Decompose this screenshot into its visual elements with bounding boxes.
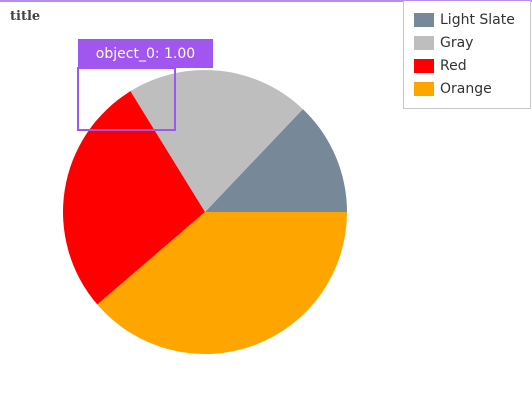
top-rule bbox=[0, 0, 532, 2]
legend-item-orange: Orange bbox=[414, 80, 492, 98]
pie-slice-orange bbox=[97, 212, 347, 355]
pie-slices bbox=[63, 70, 347, 355]
legend-swatch bbox=[414, 36, 434, 50]
legend-label: Orange bbox=[440, 81, 492, 97]
annotation-label: object_0: 1.00 bbox=[78, 39, 213, 68]
chart-title: title bbox=[10, 9, 41, 24]
pie-slice-light-slate bbox=[205, 109, 347, 212]
chart-legend: Light Slate Gray Red Orange bbox=[403, 1, 531, 109]
legend-item-light-slate: Light Slate bbox=[414, 11, 515, 29]
legend-item-red: Red bbox=[414, 57, 467, 75]
legend-label: Red bbox=[440, 58, 467, 74]
legend-label: Light Slate bbox=[440, 12, 515, 28]
legend-swatch bbox=[414, 82, 434, 96]
annotation-box bbox=[77, 67, 176, 131]
legend-label: Gray bbox=[440, 35, 474, 51]
legend-item-gray: Gray bbox=[414, 34, 473, 52]
legend-swatch bbox=[414, 59, 434, 73]
legend-swatch bbox=[414, 13, 434, 27]
pie-slice-gray bbox=[130, 70, 303, 212]
pie-slice-red bbox=[63, 91, 205, 305]
